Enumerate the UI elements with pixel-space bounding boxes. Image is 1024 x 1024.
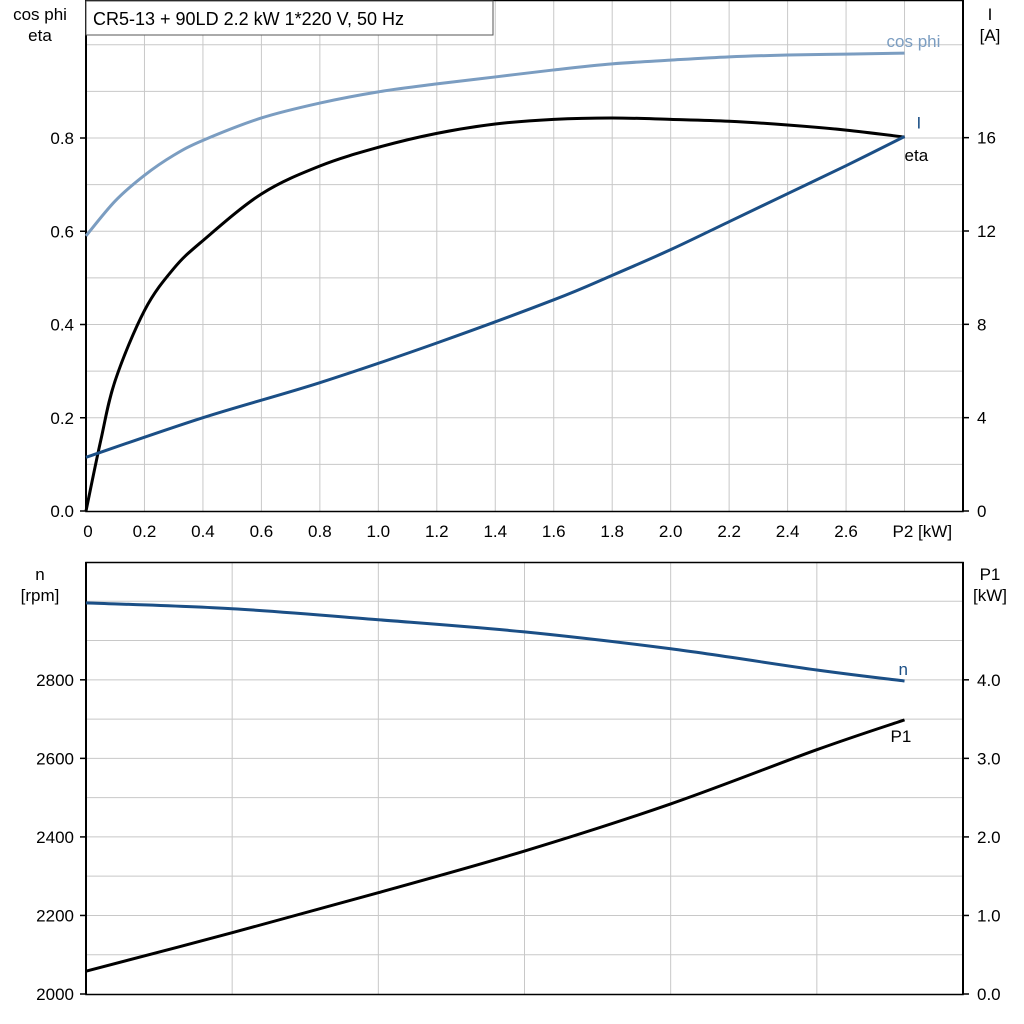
- y-right-tick-label: 3.0: [977, 749, 1001, 768]
- series-eta-label: eta: [905, 146, 929, 165]
- y-right-tick-label: 0: [977, 502, 986, 521]
- y-left-label: eta: [28, 26, 52, 45]
- series-cos-phi-label: cos phi: [887, 32, 941, 51]
- y-left-tick-label: 2000: [36, 985, 74, 1004]
- x-tick-label: 1.4: [483, 522, 507, 541]
- y-right-tick-label: 12: [977, 222, 996, 241]
- x-axis-label: P2 [kW]: [893, 522, 953, 541]
- y-left-tick-label: 0.4: [50, 316, 74, 335]
- y-right-label: I: [988, 5, 993, 24]
- series-n-line: [85, 601, 905, 683]
- x-tick-label: 0.4: [191, 522, 215, 541]
- series-n-label: n: [899, 660, 908, 679]
- y-left-tick-label: 2400: [36, 828, 74, 847]
- y-right-tick-label: 8: [977, 315, 986, 334]
- plot-frame: [85, 0, 964, 513]
- title-box: [85, 0, 494, 36]
- y-left-tick-label: 0.0: [50, 502, 74, 521]
- x-tick-label: 1.6: [542, 522, 566, 541]
- series-p1-label: P1: [891, 727, 912, 746]
- x-tick-label: 1.0: [367, 522, 391, 541]
- y-left-label: [rpm]: [21, 586, 60, 605]
- x-tick-label: 2.4: [776, 522, 800, 541]
- x-tick-label: 0.2: [133, 522, 157, 541]
- x-tick-label: 0.8: [308, 522, 332, 541]
- y-left-tick-label: 2800: [36, 671, 74, 690]
- y-left-label: cos phi: [13, 5, 67, 24]
- y-right-tick-label: 2.0: [977, 828, 1001, 847]
- y-left-tick-label: 2600: [36, 749, 74, 768]
- y-right-label: [kW]: [973, 586, 1007, 605]
- y-left-tick-label: 0.6: [50, 222, 74, 241]
- x-tick-label: 2.6: [834, 522, 858, 541]
- y-right-label: P1: [980, 565, 1001, 584]
- x-tick-label: 0.6: [250, 522, 274, 541]
- series-eta-line: [84, 116, 905, 512]
- y-right-tick-label: 4: [977, 409, 986, 428]
- y-left-tick-label: 0.8: [50, 129, 74, 148]
- chart-title: CR5-13 + 90LD 2.2 kW 1*220 V, 50 Hz: [93, 9, 404, 29]
- bottom-chart: 2000 2200 2400 2600 2800 0.0 1.0 2.0 3.0 4.0 n [rpm…: [21, 561, 1007, 1004]
- y-left-label: n: [35, 565, 44, 584]
- y-right-tick-label: 0.0: [977, 985, 1001, 1004]
- x-tick-label: 1.8: [600, 522, 624, 541]
- y-right-tick-label: 1.0: [977, 906, 1001, 925]
- y-right-label: [A]: [980, 26, 1001, 45]
- x-tick-label: 2.2: [717, 522, 741, 541]
- x-tick-label: 1.2: [425, 522, 449, 541]
- top-chart: 0.0 0.2 0.4 0.6 0.8 0 4 8 12 16 cos phi eta I [A] 0 0.2…: [13, 0, 1000, 541]
- y-left-tick-label: 2200: [36, 906, 74, 925]
- series-i-line: [85, 135, 906, 459]
- series-p1-line: [85, 718, 906, 973]
- x-tick-label: 2.0: [659, 522, 683, 541]
- y-right-tick-label: 4.0: [977, 671, 1001, 690]
- y-left-tick-label: 0.2: [50, 409, 74, 428]
- y-right-tick-label: 16: [977, 129, 996, 148]
- series-i-label: I: [917, 114, 922, 133]
- x-tick-label: 0: [83, 522, 92, 541]
- series-cos-phi-line: [84, 51, 905, 237]
